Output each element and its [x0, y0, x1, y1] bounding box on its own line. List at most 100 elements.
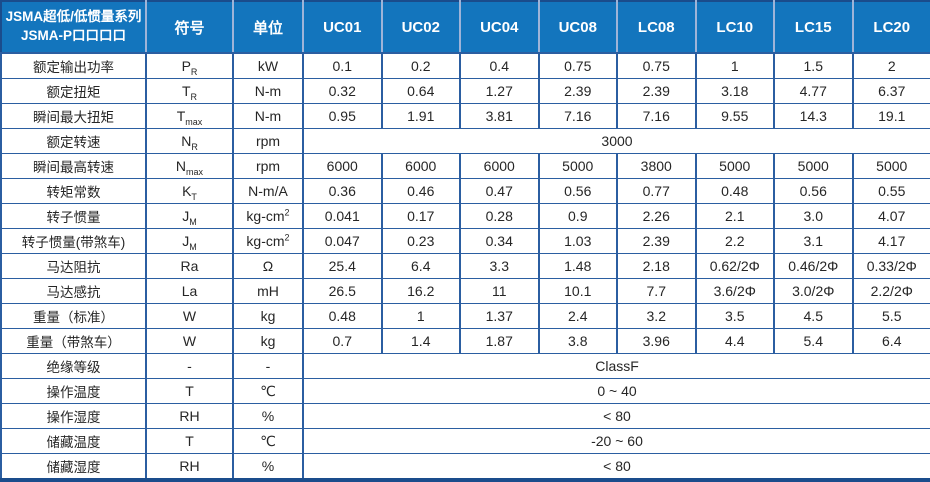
value-cell: 0.64 [382, 79, 461, 104]
value-cell: 0.36 [303, 179, 382, 204]
value-cell: 4.5 [774, 304, 853, 329]
value-cell: 2 [853, 53, 930, 79]
row-label: 额定输出功率 [1, 53, 146, 79]
value-cell: 0.95 [303, 104, 382, 129]
value-cell: 2.39 [617, 229, 696, 254]
symbol-base: T [185, 383, 194, 399]
unit-base: mH [257, 283, 279, 299]
symbol-base: La [182, 283, 198, 299]
value-cell: 5.5 [853, 304, 930, 329]
value-cell: 3.5 [696, 304, 775, 329]
row-unit: Ω [233, 254, 303, 279]
symbol-base: N [181, 133, 191, 149]
series-title-line2: JSMA-P口口口口 [2, 27, 145, 46]
row-unit: kW [233, 53, 303, 79]
value-cell: 0.62/2Φ [696, 254, 775, 279]
value-cell: 4.07 [853, 204, 930, 229]
value-cell: 0.56 [539, 179, 618, 204]
row-unit: rpm [233, 154, 303, 179]
value-cell: 1.48 [539, 254, 618, 279]
value-cell: 1.4 [382, 329, 461, 354]
value-cell: 0.2 [382, 53, 461, 79]
row-unit: kg [233, 304, 303, 329]
value-cell: 2.26 [617, 204, 696, 229]
value-cell: 0.75 [617, 53, 696, 79]
row-label: 额定转速 [1, 129, 146, 154]
row-label: 瞬间最大扭矩 [1, 104, 146, 129]
value-cell: 0.9 [539, 204, 618, 229]
row-symbol: Tmax [146, 104, 233, 129]
unit-base: kg-cm [246, 233, 284, 249]
value-cell: 6.37 [853, 79, 930, 104]
row-label: 储藏湿度 [1, 454, 146, 481]
row-unit: % [233, 454, 303, 481]
unit-base: kg [261, 333, 276, 349]
value-cell: 0.33/2Φ [853, 254, 930, 279]
value-cell: 0.55 [853, 179, 930, 204]
value-cell: 1 [696, 53, 775, 79]
value-cell: 2.39 [539, 79, 618, 104]
symbol-base: P [182, 58, 191, 74]
unit-superscript: 2 [285, 207, 290, 217]
value-cell: 5000 [853, 154, 930, 179]
row-label: 瞬间最高转速 [1, 154, 146, 179]
symbol-base: RH [179, 408, 199, 424]
value-cell: 0.17 [382, 204, 461, 229]
value-cell: 5000 [774, 154, 853, 179]
row-label: 绝缘等级 [1, 354, 146, 379]
row-symbol: W [146, 329, 233, 354]
value-cell: 0.23 [382, 229, 461, 254]
unit-base: N-m/A [248, 183, 288, 199]
model-column-header: LC20 [853, 1, 930, 53]
value-cell: 0.56 [774, 179, 853, 204]
row-symbol: T [146, 379, 233, 404]
value-cell: 3.0 [774, 204, 853, 229]
table-row: 绝缘等级--ClassF [1, 354, 930, 379]
symbol-subscript: M [189, 242, 197, 252]
value-cell: 0.77 [617, 179, 696, 204]
value-cell: 16.2 [382, 279, 461, 304]
row-unit: kg-cm2 [233, 229, 303, 254]
value-cell: 6.4 [853, 329, 930, 354]
row-unit: - [233, 354, 303, 379]
unit-base: Ω [263, 258, 273, 274]
value-cell: 3800 [617, 154, 696, 179]
value-cell: 3.6/2Φ [696, 279, 775, 304]
row-unit: kg [233, 329, 303, 354]
value-cell: 1.03 [539, 229, 618, 254]
value-cell: 7.16 [539, 104, 618, 129]
model-column-header: LC10 [696, 1, 775, 53]
merged-value-cell: -20 ~ 60 [303, 429, 930, 454]
value-cell: 1 [382, 304, 461, 329]
model-column-header: LC08 [617, 1, 696, 53]
value-cell: 1.5 [774, 53, 853, 79]
value-cell: 0.48 [696, 179, 775, 204]
symbol-base: RH [179, 458, 199, 474]
unit-base: % [262, 408, 274, 424]
row-label: 重量（带煞车） [1, 329, 146, 354]
row-symbol: Nmax [146, 154, 233, 179]
symbol-base: W [183, 333, 196, 349]
row-unit: ℃ [233, 429, 303, 454]
value-cell: 0.7 [303, 329, 382, 354]
value-cell: 0.47 [460, 179, 539, 204]
row-unit: ℃ [233, 379, 303, 404]
row-symbol: KT [146, 179, 233, 204]
merged-value-cell: 3000 [303, 129, 930, 154]
symbol-base: W [183, 308, 196, 324]
value-cell: 6000 [382, 154, 461, 179]
value-cell: 0.75 [539, 53, 618, 79]
row-unit: N-m [233, 79, 303, 104]
symbol-base: T [182, 83, 191, 99]
symbol-base: T [185, 433, 194, 449]
unit-base: N-m [255, 83, 281, 99]
